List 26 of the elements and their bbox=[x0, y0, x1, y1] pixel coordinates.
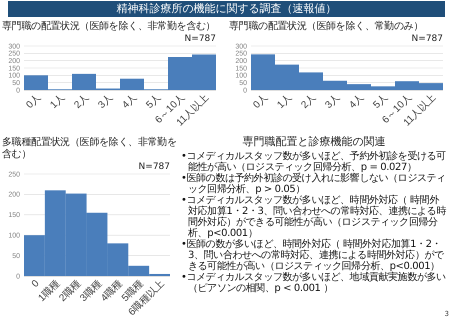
x-tick-label: 4人 bbox=[347, 92, 366, 111]
chart-title: 多職種配置状況（医師を除く、非常勤を含む） bbox=[2, 136, 177, 160]
text: •コメディカルスタッフ数が多いほど、地域貢献実施数が多い（ピアソンの相関、p < 0.001 ） bbox=[181, 272, 447, 294]
x-tick-label: 3人 bbox=[96, 92, 116, 111]
x-tick-label: 0人 bbox=[24, 92, 44, 111]
text: •医師の数は予約外初診の受け入れに影響しない（ロジスティック回帰分析、p > 0.05） bbox=[181, 173, 447, 195]
x-tick-label: 0人 bbox=[251, 92, 270, 111]
x-tick-label: 1人 bbox=[275, 92, 294, 111]
x-tick-label: 3人 bbox=[323, 92, 342, 111]
x-tick-label: 5人 bbox=[144, 92, 164, 111]
chart-title: 専門職の配置状況（医師を除く、常勤のみ） bbox=[229, 20, 424, 32]
text: •医師の数が多いほど、時間外対応（ 時間外対応加算1・2・3、問い合わせへの常時対応、連携による時間外対応）ができる可能性が高い（ロジスティック回帰分析、p<0.001） bbox=[181, 239, 445, 272]
text: N=787 bbox=[138, 162, 170, 172]
x-tick-label: 0 bbox=[30, 278, 42, 290]
x-tick-label: 5人 bbox=[371, 92, 390, 111]
x-tick-label: 4人 bbox=[120, 92, 140, 111]
x-tick-label: 2人 bbox=[299, 92, 318, 111]
text: 精神科診療所の機能に関する調査（速報値） bbox=[116, 2, 336, 15]
text: N=787 bbox=[412, 34, 443, 44]
text: N=787 bbox=[184, 34, 216, 44]
chart-title: 専門職の配置状況（医師を除く、非常勤を含む） bbox=[2, 20, 216, 32]
text: •コメディカルスタッフ数が多いほど、予約外初診を受ける可能性が高い（ロジスティック回帰分析、p = 0.027） bbox=[181, 151, 447, 173]
text: 専門職配置と診療機能の関連 bbox=[242, 134, 386, 149]
x-tick-label: 1人 bbox=[48, 92, 68, 111]
x-tick-label: 2人 bbox=[72, 92, 92, 111]
text: •コメディカルスタッフ数が多いほど、時間外対応（ 時間外対応加算1・2・3、問い合わせへの常時対応、連携による時間外対応）ができる可能性が高い（ロジスティック回帰分析、p<0.001） bbox=[181, 195, 447, 239]
